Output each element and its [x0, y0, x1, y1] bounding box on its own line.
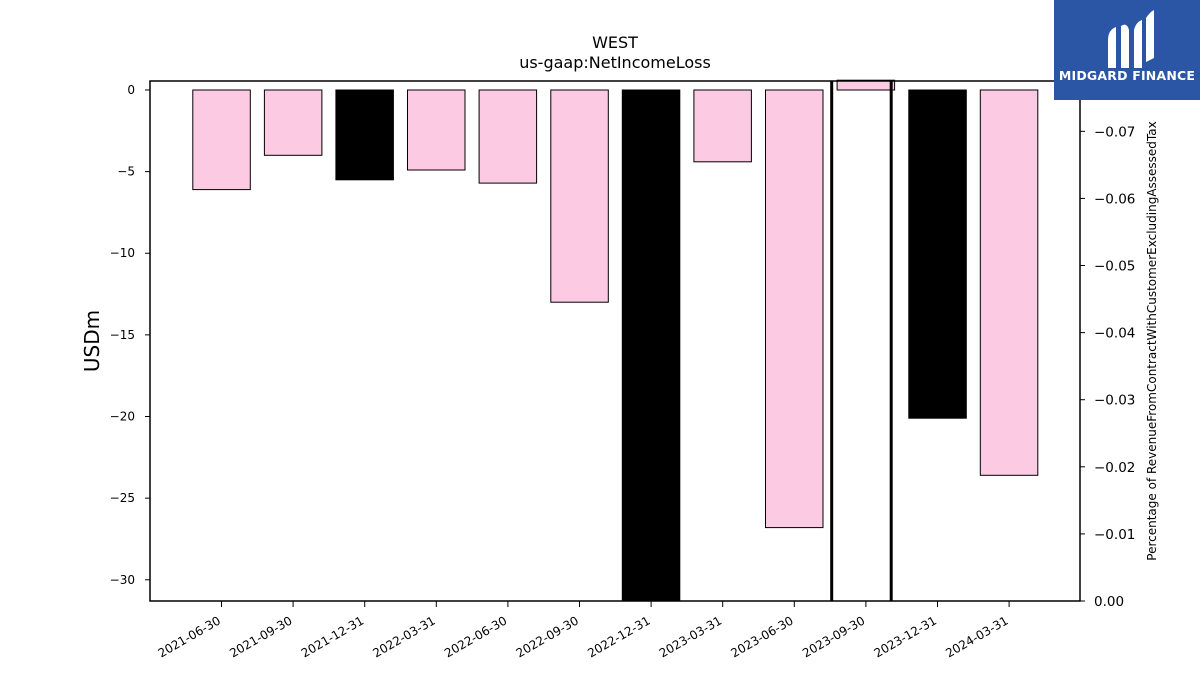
y-tick-label: −30 — [110, 573, 135, 587]
x-tick-label: 2022-06-30 — [442, 613, 509, 660]
bar-2022-09-30 — [550, 89, 609, 303]
x-tick-label: 2022-09-30 — [514, 613, 581, 660]
x-tick-label: 2023-03-31 — [657, 613, 724, 660]
bar-2023-09-30 — [836, 79, 896, 91]
bar-2023-06-30 — [765, 89, 824, 529]
bar-2021-09-30 — [263, 89, 323, 156]
x-tick-label: 2024-03-31 — [943, 613, 1010, 660]
y-right-tick-label: −0.01 — [1094, 527, 1135, 543]
y-tick-label: −15 — [110, 328, 135, 342]
brand-logo: MIDGARD FINANCE — [1054, 0, 1200, 100]
x-tick-label: 2023-06-30 — [728, 613, 795, 660]
bar-group — [192, 79, 1039, 602]
chart-subtitle: us-gaap:NetIncomeLoss — [519, 53, 711, 72]
x-tick-label: 2022-12-31 — [585, 613, 652, 660]
x-tick-label: 2021-12-31 — [299, 613, 366, 660]
x-tick-label: 2023-12-31 — [872, 613, 939, 660]
y-tick-label: −20 — [110, 410, 135, 424]
bar-2022-06-30 — [478, 89, 538, 184]
highlight-lines — [830, 81, 893, 601]
bar-2021-12-31 — [335, 89, 394, 181]
y-right-tick-label: 0.00 — [1094, 594, 1124, 610]
y-right-tick-label: −0.05 — [1094, 259, 1135, 275]
y-tick-label: −25 — [110, 491, 135, 505]
bar-2021-06-30 — [192, 89, 251, 191]
y-tick-label: 0 — [127, 83, 135, 97]
y-tick-label: −10 — [110, 246, 135, 260]
x-tick-label: 2022-03-31 — [370, 613, 437, 660]
y-right-tick-label: −0.04 — [1094, 326, 1135, 342]
y-axis-right-label: Percentage of RevenueFromContractWithCus… — [1145, 121, 1159, 560]
plot-frame — [149, 80, 1081, 602]
brand-logo-text: MIDGARD FINANCE — [1058, 68, 1196, 83]
x-tick-label: 2021-09-30 — [227, 613, 294, 660]
chart-title: WEST — [592, 33, 638, 52]
x-axis: 2021-06-30 2021-09-30 2021-12-31 2022-03-31… — [156, 601, 1011, 660]
x-tick-label: 2021-06-30 — [156, 613, 223, 660]
y-right-tick-label: −0.07 — [1094, 124, 1135, 140]
y-tick-label: −5 — [117, 165, 135, 179]
y-axis-left: 0 −5 −10 −15 −20 −25 −30 — [110, 83, 150, 587]
bar-2022-12-31 — [621, 89, 681, 602]
y-axis-label: USDm — [80, 310, 104, 372]
bar-2023-03-31 — [693, 89, 752, 163]
y-right-tick-label: −0.06 — [1094, 191, 1135, 207]
y-axis-right: 0.00 −0.01 −0.02 −0.03 −0.04 −0.05 −0.06 −0.07 — [1080, 124, 1135, 610]
y-right-tick-label: −0.03 — [1094, 393, 1135, 409]
midgard-logo-icon — [1108, 10, 1154, 69]
x-tick-label: 2023-09-30 — [800, 613, 867, 660]
y-right-tick-label: −0.02 — [1094, 460, 1135, 476]
bar-2023-12-31 — [908, 89, 967, 419]
bar-2022-03-31 — [407, 89, 466, 171]
bar-2024-03-31 — [979, 89, 1039, 476]
